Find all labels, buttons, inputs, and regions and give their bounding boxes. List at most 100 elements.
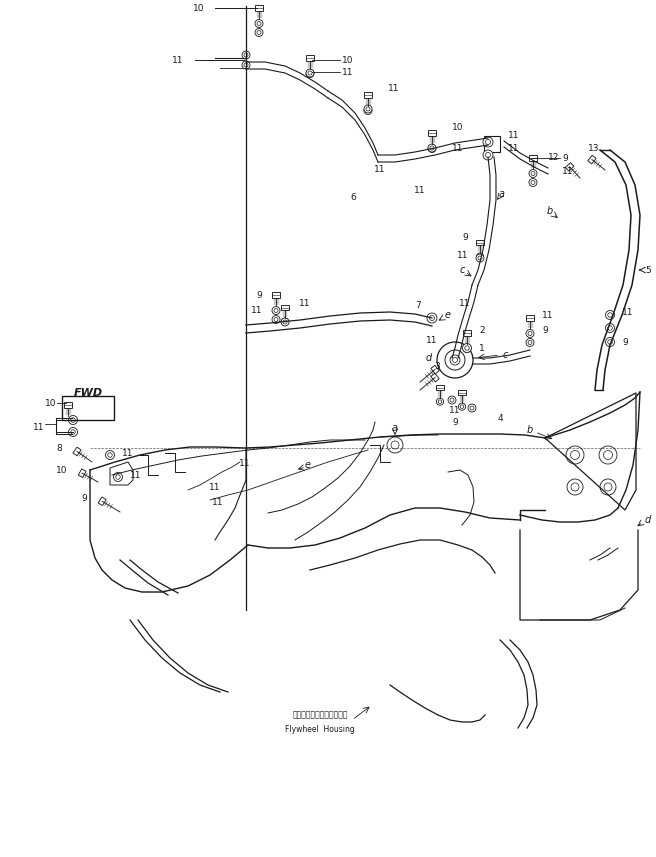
Text: Flywheel  Housing: Flywheel Housing [285, 726, 355, 734]
Circle shape [463, 345, 471, 352]
Circle shape [567, 479, 583, 495]
Text: e: e [445, 310, 451, 320]
Text: 11: 11 [342, 68, 354, 76]
Bar [255, 5, 263, 11]
Text: 10: 10 [192, 3, 204, 13]
Text: 11: 11 [508, 143, 520, 153]
Text: b: b [547, 206, 553, 216]
Text: 11: 11 [213, 498, 224, 506]
Circle shape [427, 313, 437, 323]
Circle shape [450, 355, 460, 365]
Text: 11: 11 [122, 448, 134, 458]
Text: 11: 11 [508, 130, 520, 140]
Text: b: b [527, 425, 533, 435]
Circle shape [459, 403, 466, 411]
Circle shape [306, 69, 314, 77]
Circle shape [437, 342, 473, 378]
Text: 8: 8 [56, 444, 62, 452]
Bar [484, 136, 500, 152]
Circle shape [68, 416, 77, 424]
Text: 10: 10 [45, 399, 56, 407]
Text: 2: 2 [479, 326, 485, 334]
Text: 11: 11 [33, 423, 44, 432]
Text: 11: 11 [251, 305, 262, 315]
Bar [281, 305, 289, 310]
Bar [476, 240, 483, 245]
Text: 7: 7 [415, 301, 421, 309]
Text: 11: 11 [457, 250, 468, 260]
Text: 10: 10 [342, 56, 354, 64]
Circle shape [448, 396, 456, 404]
Bar [64, 402, 72, 408]
Bar [526, 315, 534, 321]
Circle shape [306, 69, 314, 77]
Text: 11: 11 [130, 470, 142, 480]
Circle shape [483, 137, 493, 147]
Polygon shape [431, 374, 440, 382]
Polygon shape [73, 447, 81, 456]
Text: a: a [499, 189, 505, 199]
Text: 11: 11 [414, 185, 426, 195]
Text: 9: 9 [81, 494, 87, 502]
Text: 10: 10 [56, 465, 67, 475]
Bar [428, 130, 436, 136]
Text: 11: 11 [171, 56, 183, 64]
Text: 9: 9 [622, 338, 628, 346]
Text: 11: 11 [622, 308, 634, 316]
Bar [463, 330, 471, 336]
Circle shape [68, 428, 77, 436]
Circle shape [272, 315, 280, 323]
Text: 5: 5 [645, 266, 651, 274]
Bar [529, 155, 537, 161]
Circle shape [462, 344, 472, 352]
Text: 11: 11 [299, 298, 310, 308]
Circle shape [436, 398, 443, 405]
Text: 10: 10 [452, 123, 464, 131]
Text: 1: 1 [479, 344, 485, 352]
Bar [272, 292, 280, 298]
Polygon shape [78, 469, 86, 477]
Text: 9: 9 [562, 153, 567, 163]
Text: 6: 6 [350, 193, 356, 201]
Text: 11: 11 [388, 83, 400, 93]
Text: c: c [459, 265, 464, 275]
Text: 11: 11 [209, 482, 221, 492]
Text: 11: 11 [459, 298, 470, 308]
Circle shape [483, 150, 493, 160]
Text: c: c [502, 350, 508, 360]
Circle shape [255, 28, 263, 37]
Text: a: a [392, 423, 398, 433]
Circle shape [364, 105, 372, 113]
Polygon shape [431, 365, 440, 374]
Text: 12: 12 [548, 153, 559, 161]
Circle shape [242, 61, 250, 69]
Text: 9: 9 [256, 291, 262, 299]
Text: フライホイールハウジング: フライホイールハウジング [293, 710, 348, 720]
Text: d: d [645, 515, 651, 525]
Text: 11: 11 [239, 458, 251, 468]
Circle shape [281, 318, 289, 326]
Circle shape [428, 144, 436, 152]
Circle shape [468, 404, 476, 412]
Text: 9: 9 [452, 417, 458, 427]
Text: 11: 11 [426, 335, 438, 345]
Text: 11: 11 [452, 143, 464, 153]
Circle shape [599, 446, 617, 464]
Text: 11: 11 [375, 165, 386, 173]
Circle shape [529, 170, 537, 177]
Text: FWD: FWD [73, 388, 102, 398]
Text: 4: 4 [497, 413, 502, 423]
Circle shape [605, 338, 615, 346]
Circle shape [106, 451, 115, 459]
Circle shape [476, 254, 484, 262]
Text: 9: 9 [462, 232, 468, 242]
Polygon shape [98, 497, 106, 506]
Circle shape [526, 339, 534, 346]
Circle shape [605, 323, 615, 333]
Circle shape [529, 178, 537, 187]
Text: 9: 9 [542, 326, 548, 334]
Bar [364, 92, 372, 98]
Circle shape [566, 446, 584, 464]
Circle shape [113, 472, 123, 482]
Text: d: d [426, 353, 432, 363]
